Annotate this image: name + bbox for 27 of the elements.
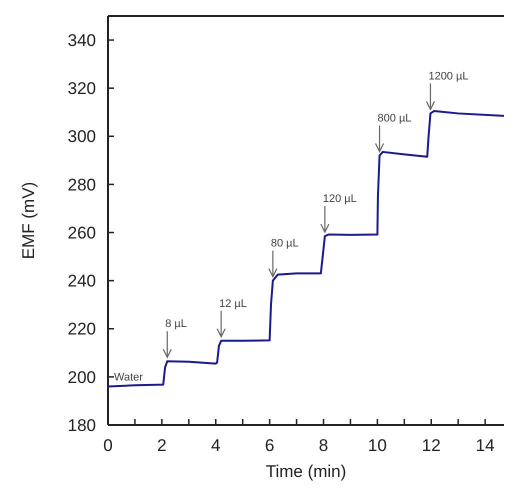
y-tick-label: 180	[68, 416, 96, 435]
y-tick-label: 320	[68, 79, 96, 98]
y-tick-label: 280	[68, 175, 96, 194]
x-tick-label: 12	[422, 436, 441, 455]
x-tick-label: 2	[157, 436, 167, 455]
annotation: 800 µL	[378, 112, 412, 125]
y-tick-label: 240	[68, 272, 96, 291]
y-tick-label: 260	[68, 223, 96, 242]
x-tick-label: 6	[264, 436, 274, 455]
x-tick-label: 4	[211, 436, 220, 455]
annotation: 80 µL	[270, 238, 299, 250]
y-tick-label: 220	[68, 320, 96, 339]
annotation: 8 µL	[165, 318, 187, 330]
y-tick-label: 300	[68, 127, 96, 146]
x-tick-label: 8	[318, 436, 328, 455]
x-axis-title: Time (min)	[266, 462, 346, 481]
y-axis-title: EMF (mV)	[19, 182, 38, 260]
annotation: 1200 µL	[428, 70, 468, 82]
annotation: 120 µL	[322, 193, 357, 206]
annotation: 12 µL	[219, 298, 247, 310]
y-tick-label: 340	[68, 31, 96, 50]
annotation: Water	[114, 371, 144, 384]
line-series	[107, 110, 505, 388]
y-tick-label: 200	[68, 368, 96, 387]
x-tick-label: 14	[476, 436, 495, 455]
x-tick-label: 0	[103, 436, 113, 455]
x-tick-label: 10	[368, 436, 387, 455]
